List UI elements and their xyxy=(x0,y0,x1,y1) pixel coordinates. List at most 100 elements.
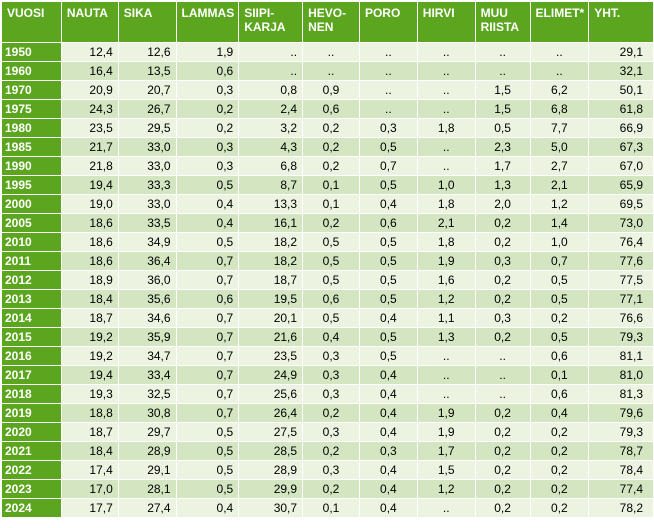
cell-elimet[interactable]: 0,1 xyxy=(529,365,590,385)
cell-year[interactable]: 2019 xyxy=(1,403,62,423)
cell-hirvi[interactable]: 1,0 xyxy=(416,175,476,195)
cell-lammas[interactable]: 0,3 xyxy=(175,80,240,100)
cell-yht[interactable]: 61,8 xyxy=(588,99,654,119)
cell-lammas[interactable]: 0,7 xyxy=(175,384,240,404)
cell-year[interactable]: 2014 xyxy=(1,308,62,328)
cell-hirvi[interactable]: 1,3 xyxy=(416,327,476,347)
cell-nauta[interactable]: 17,0 xyxy=(60,479,119,499)
cell-sika[interactable]: 29,1 xyxy=(117,460,177,480)
cell-hirvi[interactable]: .. xyxy=(416,42,476,62)
cell-siipikarja[interactable]: 18,2 xyxy=(238,251,304,271)
cell-sika[interactable]: 28,9 xyxy=(117,441,177,461)
header-muu-riista[interactable]: MUU RIISTA xyxy=(474,1,531,43)
cell-year[interactable]: 1995 xyxy=(1,175,62,195)
cell-siipikarja[interactable]: 21,6 xyxy=(238,327,304,347)
cell-year[interactable]: 2012 xyxy=(1,270,62,290)
cell-yht[interactable]: 78,2 xyxy=(588,498,654,518)
cell-hevonen[interactable]: 0,6 xyxy=(302,289,360,309)
cell-yht[interactable]: 65,9 xyxy=(588,175,654,195)
cell-year[interactable]: 2011 xyxy=(1,251,62,271)
cell-elimet[interactable]: 2,1 xyxy=(529,175,590,195)
cell-elimet[interactable]: 1,4 xyxy=(529,213,590,233)
cell-year[interactable]: 2013 xyxy=(1,289,62,309)
cell-hirvi[interactable]: .. xyxy=(416,80,476,100)
cell-nauta[interactable]: 19,4 xyxy=(60,175,119,195)
cell-hevonen[interactable]: 0,2 xyxy=(302,479,360,499)
cell-hevonen[interactable]: 0,3 xyxy=(302,346,360,366)
cell-siipikarja[interactable]: 0,8 xyxy=(238,80,304,100)
cell-muu-riista[interactable]: 1,7 xyxy=(474,156,531,176)
header-hirvi[interactable]: HIRVI xyxy=(416,1,476,43)
cell-elimet[interactable]: 0,7 xyxy=(529,251,590,271)
cell-elimet[interactable]: 0,2 xyxy=(529,479,590,499)
cell-poro[interactable]: 0,4 xyxy=(358,479,418,499)
cell-elimet[interactable]: 0,4 xyxy=(529,403,590,423)
cell-year[interactable]: 1975 xyxy=(1,99,62,119)
cell-sika[interactable]: 30,8 xyxy=(117,403,177,423)
cell-siipikarja[interactable]: 27,5 xyxy=(238,422,304,442)
cell-nauta[interactable]: 19,2 xyxy=(60,327,119,347)
cell-sika[interactable]: 20,7 xyxy=(117,80,177,100)
cell-hevonen[interactable]: 0,3 xyxy=(302,460,360,480)
cell-yht[interactable]: 77,6 xyxy=(588,251,654,271)
cell-muu-riista[interactable]: 0,2 xyxy=(474,479,531,499)
cell-lammas[interactable]: 0,6 xyxy=(175,289,240,309)
cell-yht[interactable]: 77,4 xyxy=(588,479,654,499)
cell-poro[interactable]: 0,4 xyxy=(358,422,418,442)
cell-lammas[interactable]: 1,9 xyxy=(175,42,240,62)
cell-muu-riista[interactable]: 0,2 xyxy=(474,403,531,423)
cell-sika[interactable]: 33,0 xyxy=(117,156,177,176)
cell-poro[interactable]: .. xyxy=(358,42,418,62)
cell-lammas[interactable]: 0,3 xyxy=(175,156,240,176)
cell-siipikarja[interactable]: 29,9 xyxy=(238,479,304,499)
cell-poro[interactable]: 0,5 xyxy=(358,270,418,290)
cell-lammas[interactable]: 0,5 xyxy=(175,175,240,195)
cell-nauta[interactable]: 21,7 xyxy=(60,137,119,157)
cell-hevonen[interactable]: 0,5 xyxy=(302,270,360,290)
cell-year[interactable]: 2010 xyxy=(1,232,62,252)
cell-siipikarja[interactable]: 28,9 xyxy=(238,460,304,480)
cell-year[interactable]: 2016 xyxy=(1,346,62,366)
cell-hirvi[interactable]: .. xyxy=(416,498,476,518)
cell-year[interactable]: 2023 xyxy=(1,479,62,499)
cell-sika[interactable]: 26,7 xyxy=(117,99,177,119)
cell-yht[interactable]: 32,1 xyxy=(588,61,654,81)
cell-sika[interactable]: 33,0 xyxy=(117,137,177,157)
cell-sika[interactable]: 13,5 xyxy=(117,61,177,81)
cell-year[interactable]: 2024 xyxy=(1,498,62,518)
cell-muu-riista[interactable]: .. xyxy=(474,42,531,62)
cell-hevonen[interactable]: 0,2 xyxy=(302,441,360,461)
cell-lammas[interactable]: 0,7 xyxy=(175,327,240,347)
cell-elimet[interactable]: 1,2 xyxy=(529,194,590,214)
cell-elimet[interactable]: .. xyxy=(529,61,590,81)
cell-yht[interactable]: 79,3 xyxy=(588,422,654,442)
cell-nauta[interactable]: 12,4 xyxy=(60,42,119,62)
cell-nauta[interactable]: 17,7 xyxy=(60,498,119,518)
cell-muu-riista[interactable]: 0,2 xyxy=(474,460,531,480)
header-sika[interactable]: SIKA xyxy=(117,1,177,43)
cell-hevonen[interactable]: 0,3 xyxy=(302,365,360,385)
cell-hirvi[interactable]: 1,5 xyxy=(416,460,476,480)
cell-elimet[interactable]: 0,6 xyxy=(529,384,590,404)
cell-poro[interactable]: .. xyxy=(358,61,418,81)
cell-hirvi[interactable]: 2,1 xyxy=(416,213,476,233)
cell-year[interactable]: 2005 xyxy=(1,213,62,233)
cell-hevonen[interactable]: 0,1 xyxy=(302,194,360,214)
cell-siipikarja[interactable]: 4,3 xyxy=(238,137,304,157)
cell-hevonen[interactable]: 0,1 xyxy=(302,175,360,195)
cell-muu-riista[interactable]: 1,5 xyxy=(474,80,531,100)
cell-siipikarja[interactable]: 28,5 xyxy=(238,441,304,461)
cell-muu-riista[interactable]: 1,3 xyxy=(474,175,531,195)
cell-yht[interactable]: 77,5 xyxy=(588,270,654,290)
cell-nauta[interactable]: 17,4 xyxy=(60,460,119,480)
cell-hirvi[interactable]: .. xyxy=(416,346,476,366)
cell-muu-riista[interactable]: 0,2 xyxy=(474,422,531,442)
cell-yht[interactable]: 67,0 xyxy=(588,156,654,176)
cell-lammas[interactable]: 0,6 xyxy=(175,61,240,81)
cell-sika[interactable]: 35,9 xyxy=(117,327,177,347)
cell-elimet[interactable]: 6,2 xyxy=(529,80,590,100)
cell-poro[interactable]: 0,5 xyxy=(358,251,418,271)
cell-nauta[interactable]: 19,3 xyxy=(60,384,119,404)
cell-muu-riista[interactable]: .. xyxy=(474,346,531,366)
cell-hirvi[interactable]: .. xyxy=(416,384,476,404)
